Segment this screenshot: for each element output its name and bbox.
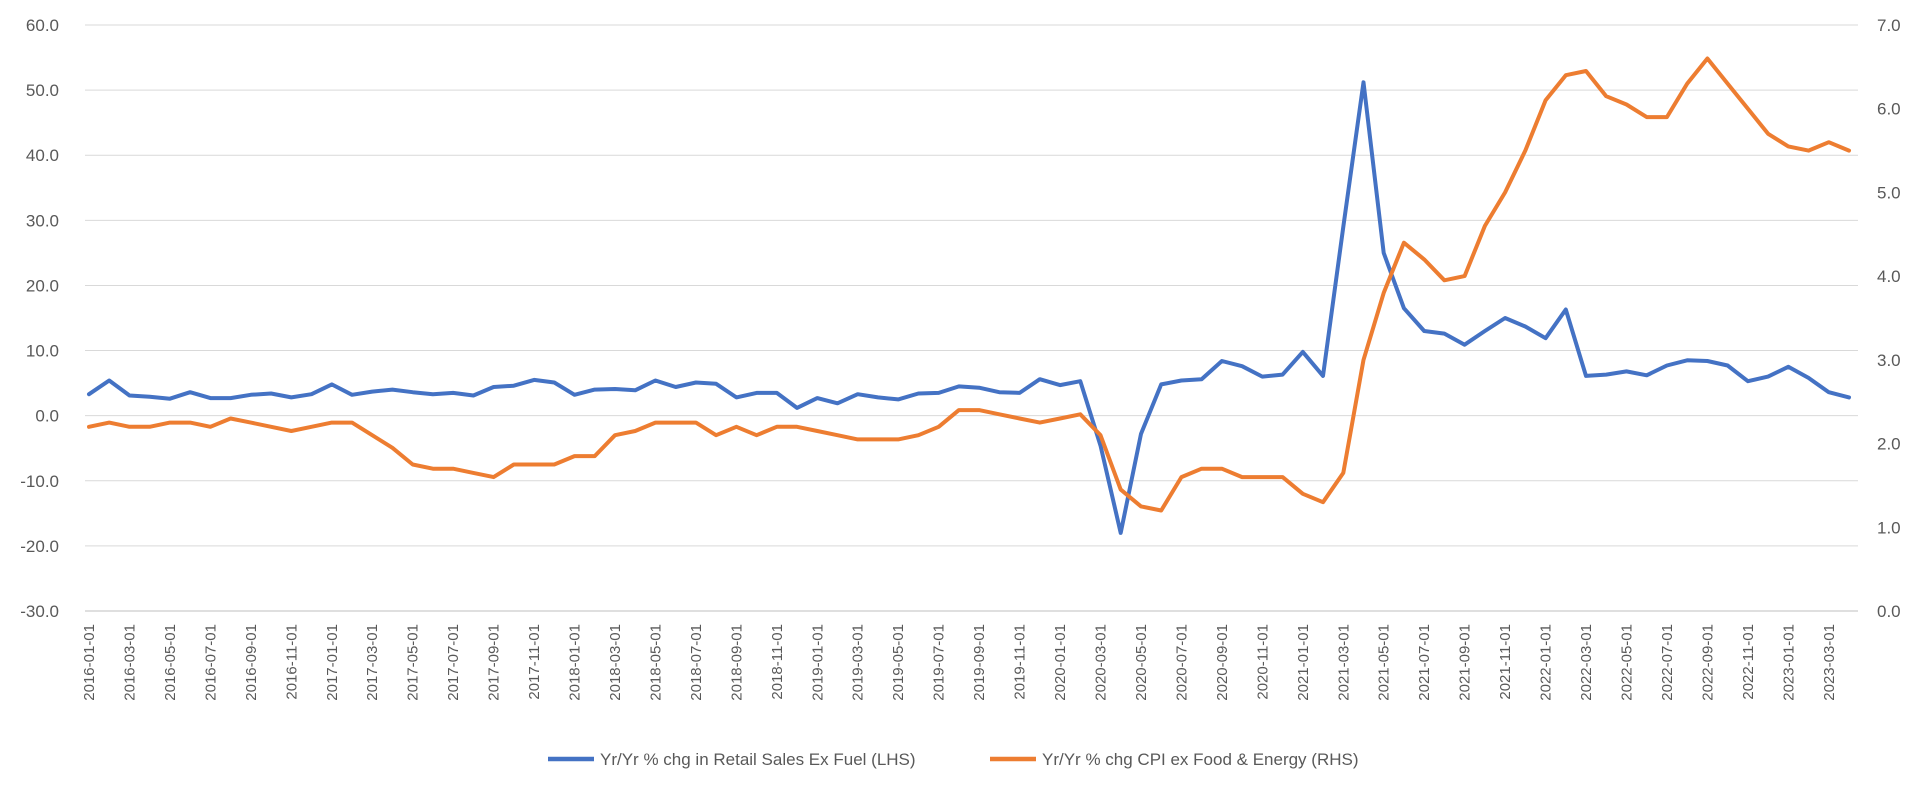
x-tick-label-11: 2017-11-01 <box>526 624 543 700</box>
x-tick-label-43: 2023-03-01 <box>1821 624 1838 701</box>
left-tick-label-9: 60.0 <box>26 16 59 35</box>
x-tick-label-40: 2022-09-01 <box>1699 624 1716 701</box>
x-tick-label-0: 2016-01-01 <box>81 624 98 701</box>
left-tick-label-0: -30.0 <box>20 602 59 621</box>
x-tick-label-33: 2021-07-01 <box>1416 624 1433 701</box>
x-tick-label-28: 2020-09-01 <box>1214 624 1231 701</box>
x-tick-label-1: 2016-03-01 <box>121 624 138 701</box>
x-tick-label-30: 2021-01-01 <box>1295 624 1312 701</box>
right-y-axis: 0.0 1.0 2.0 3.0 4.0 5.0 6.0 7.0 <box>1877 16 1901 621</box>
x-tick-label-5: 2016-11-01 <box>283 624 300 700</box>
x-tick-label-35: 2021-11-01 <box>1497 624 1514 700</box>
x-tick-label-14: 2018-05-01 <box>647 624 664 701</box>
x-tick-label-20: 2019-05-01 <box>890 624 907 701</box>
left-tick-label-7: 40.0 <box>26 146 59 165</box>
right-tick-label-7: 7.0 <box>1877 16 1901 35</box>
x-tick-label-23: 2019-11-01 <box>1012 624 1029 700</box>
x-tick-label-19: 2019-03-01 <box>850 624 867 701</box>
right-tick-label-3: 3.0 <box>1877 351 1901 370</box>
x-tick-label-4: 2016-09-01 <box>243 624 260 701</box>
x-tick-label-18: 2019-01-01 <box>809 624 826 701</box>
series-line-0 <box>87 80 1851 535</box>
x-tick-label-24: 2020-01-01 <box>1052 624 1069 701</box>
legend-label-retail-sales: Yr/Yr % chg in Retail Sales Ex Fuel (LHS… <box>600 750 916 769</box>
x-tick-label-42: 2023-01-01 <box>1780 624 1797 701</box>
right-tick-label-5: 5.0 <box>1877 183 1901 202</box>
legend-label-core-cpi: Yr/Yr % chg CPI ex Food & Energy (RHS) <box>1042 750 1359 769</box>
x-tick-label-32: 2021-05-01 <box>1376 624 1393 701</box>
x-tick-label-27: 2020-07-01 <box>1173 624 1190 701</box>
x-tick-label-13: 2018-03-01 <box>607 624 624 701</box>
series-line-1 <box>87 56 1851 513</box>
x-tick-label-26: 2020-05-01 <box>1133 624 1150 701</box>
x-tick-label-9: 2017-07-01 <box>445 624 462 701</box>
x-tick-label-25: 2020-03-01 <box>1092 624 1109 701</box>
x-tick-label-31: 2021-03-01 <box>1335 624 1352 701</box>
left-tick-label-3: 0.0 <box>35 407 59 426</box>
x-tick-label-34: 2021-09-01 <box>1457 624 1474 701</box>
x-axis: 2016-01-01 2016-03-01 2016-05-01 2016-07-01… <box>81 624 1838 701</box>
x-tick-label-37: 2022-03-01 <box>1578 624 1595 701</box>
left-tick-label-6: 30.0 <box>26 211 59 230</box>
left-tick-label-8: 50.0 <box>26 81 59 100</box>
right-tick-label-0: 0.0 <box>1877 602 1901 621</box>
x-tick-label-7: 2017-03-01 <box>364 624 381 701</box>
x-tick-label-39: 2022-07-01 <box>1659 624 1676 701</box>
x-tick-label-41: 2022-11-01 <box>1740 624 1757 700</box>
x-tick-label-12: 2018-01-01 <box>567 624 584 701</box>
x-tick-label-6: 2017-01-01 <box>324 624 341 701</box>
x-tick-label-38: 2022-05-01 <box>1618 624 1635 701</box>
right-tick-label-1: 1.0 <box>1877 518 1901 537</box>
left-tick-label-2: -10.0 <box>20 472 59 491</box>
gridlines <box>85 24 1858 612</box>
series-layer <box>87 56 1851 535</box>
left-tick-label-1: -20.0 <box>20 537 59 556</box>
right-tick-label-2: 2.0 <box>1877 435 1901 454</box>
x-tick-label-8: 2017-05-01 <box>405 624 422 701</box>
left-tick-label-4: 10.0 <box>26 342 59 361</box>
x-tick-label-29: 2020-11-01 <box>1254 624 1271 700</box>
x-tick-label-3: 2016-07-01 <box>202 624 219 701</box>
left-tick-label-5: 20.0 <box>26 276 59 295</box>
right-tick-label-6: 6.0 <box>1877 100 1901 119</box>
legend: Yr/Yr % chg in Retail Sales Ex Fuel (LHS… <box>548 750 1359 769</box>
left-y-axis: -30.0 -20.0 -10.0 0.0 10.0 20.0 30.0 40.0 50.0 60… <box>20 16 59 621</box>
x-tick-label-36: 2022-01-01 <box>1538 624 1555 701</box>
x-tick-label-17: 2018-11-01 <box>769 624 786 700</box>
x-tick-label-2: 2016-05-01 <box>162 624 179 701</box>
x-tick-label-10: 2017-09-01 <box>486 624 503 701</box>
x-tick-label-22: 2019-09-01 <box>971 624 988 701</box>
x-tick-label-21: 2019-07-01 <box>931 624 948 701</box>
x-tick-label-16: 2018-09-01 <box>728 624 745 701</box>
x-tick-label-15: 2018-07-01 <box>688 624 705 701</box>
right-tick-label-4: 4.0 <box>1877 267 1901 286</box>
